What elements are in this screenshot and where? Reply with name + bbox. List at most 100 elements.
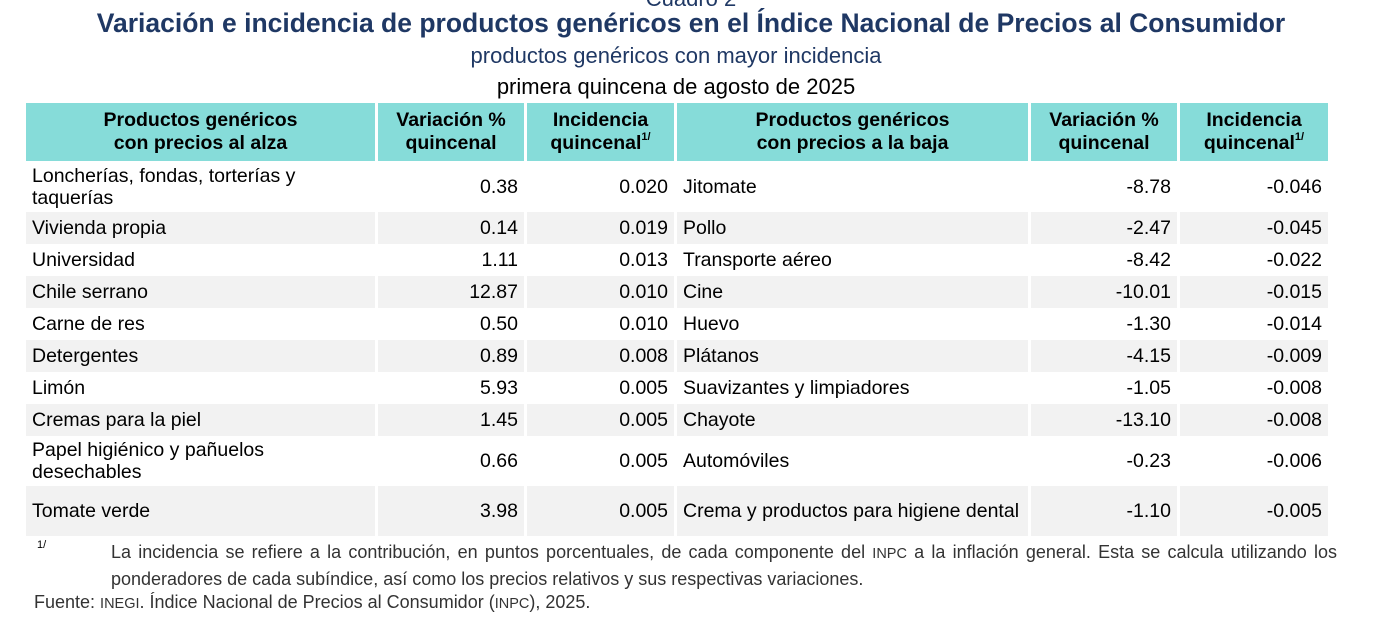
- source-label: Fuente:: [34, 592, 101, 612]
- header-incidence-down: Incidencia quincenal1/: [1180, 103, 1328, 161]
- footnote-text: La incidencia se refiere a la contribuci…: [111, 540, 1337, 592]
- header-products-down-line2: con precios a la baja: [756, 132, 949, 154]
- header-row: Productos genéricos con precios al alza …: [26, 103, 1328, 161]
- footnote-abbreviation: INPC: [872, 546, 907, 562]
- product-down-variation: -1.30: [1031, 308, 1180, 340]
- product-down-name: Huevo: [677, 308, 1031, 340]
- product-down-variation: -4.15: [1031, 340, 1180, 372]
- product-down-incidence: -0.022: [1180, 244, 1328, 276]
- table-row: Loncherías, fondas, torterías y taquería…: [26, 161, 1328, 212]
- table-row: Carne de res 0.50 0.010 Huevo -1.30 -0.0…: [26, 308, 1328, 340]
- product-down-incidence: -0.009: [1180, 340, 1328, 372]
- table-row: Universidad 1.11 0.013 Transporte aéreo …: [26, 244, 1328, 276]
- header-incidence-down-line1: Incidencia: [1206, 109, 1302, 131]
- source-organization: INEGI: [100, 596, 140, 612]
- header-products-down-line1: Productos genéricos: [755, 109, 950, 131]
- product-up-name: Detergentes: [26, 340, 378, 372]
- source-text-part1: . Índice Nacional de Precios al Consumid…: [139, 592, 495, 612]
- product-up-name: Papel higiénico y pañuelos desechables: [26, 436, 378, 486]
- product-down-incidence: -0.005: [1180, 486, 1328, 536]
- product-down-incidence: -0.045: [1180, 212, 1328, 244]
- table-row: Detergentes 0.89 0.008 Plátanos -4.15 -0…: [26, 340, 1328, 372]
- product-up-incidence: 0.005: [527, 486, 677, 536]
- product-down-incidence: -0.015: [1180, 276, 1328, 308]
- product-up-name: Chile serrano: [26, 276, 378, 308]
- product-up-variation: 3.98: [378, 486, 527, 536]
- product-up-name: Universidad: [26, 244, 378, 276]
- product-up-incidence: 0.019: [527, 212, 677, 244]
- product-down-name: Pollo: [677, 212, 1031, 244]
- header-products-up: Productos genéricos con precios al alza: [26, 103, 378, 161]
- product-down-name: Suavizantes y limpiadores: [677, 372, 1031, 404]
- table-row: Cremas para la piel 1.45 0.005 Chayote -…: [26, 404, 1328, 436]
- header-products-up-line2: con precios al alza: [113, 132, 288, 154]
- product-down-incidence: -0.046: [1180, 161, 1328, 212]
- product-down-variation: -10.01: [1031, 276, 1180, 308]
- table-caption: Cuadro 2: [0, 0, 1382, 10]
- source-abbreviation: INPC: [494, 596, 530, 612]
- product-down-name: Plátanos: [677, 340, 1031, 372]
- header-incidence-up: Incidencia quincenal1/: [527, 103, 677, 161]
- table-row: Chile serrano 12.87 0.010 Cine -10.01 -0…: [26, 276, 1328, 308]
- product-up-incidence: 0.008: [527, 340, 677, 372]
- product-down-variation: -2.47: [1031, 212, 1180, 244]
- footnote-text-part2: a la inflación general. Esta se calcula …: [111, 542, 1337, 589]
- table-title: Variación e incidencia de productos gené…: [96, 8, 1286, 38]
- product-up-variation: 0.66: [378, 436, 527, 486]
- product-down-name: Cine: [677, 276, 1031, 308]
- product-up-variation: 0.38: [378, 161, 527, 212]
- source-text-part2: ), 2025.: [529, 592, 591, 612]
- header-variation-down: Variación % quincenal: [1031, 103, 1180, 161]
- product-down-name: Chayote: [677, 404, 1031, 436]
- product-down-incidence: -0.008: [1180, 404, 1328, 436]
- source-note: Fuente: INEGI. Índice Nacional de Precio…: [34, 590, 590, 617]
- product-up-variation: 1.11: [378, 244, 527, 276]
- product-up-incidence: 0.005: [527, 404, 677, 436]
- product-down-incidence: -0.006: [1180, 436, 1328, 486]
- product-up-incidence: 0.005: [527, 372, 677, 404]
- header-variation-up-line2: quincenal: [405, 132, 497, 154]
- product-down-variation: -1.05: [1031, 372, 1180, 404]
- product-down-variation: -8.42: [1031, 244, 1180, 276]
- table-period: primera quincena de agosto de 2025: [496, 74, 856, 99]
- product-up-incidence: 0.010: [527, 308, 677, 340]
- product-up-name: Vivienda propia: [26, 212, 378, 244]
- product-up-incidence: 0.013: [527, 244, 677, 276]
- header-incidence-up-line1: Incidencia: [552, 109, 649, 131]
- header-variation-down-line2: quincenal: [1058, 132, 1150, 154]
- product-down-variation: -13.10: [1031, 404, 1180, 436]
- header-variation-up: Variación % quincenal: [378, 103, 527, 161]
- product-down-name: Jitomate: [677, 161, 1031, 212]
- header-incidence-up-line2: quincenal: [550, 132, 642, 154]
- product-up-name: Carne de res: [26, 308, 378, 340]
- product-up-incidence: 0.005: [527, 436, 677, 486]
- header-products-up-line1: Productos genéricos: [103, 109, 298, 131]
- product-down-incidence: -0.014: [1180, 308, 1328, 340]
- table-row: Vivienda propia 0.14 0.019 Pollo -2.47 -…: [26, 212, 1328, 244]
- product-down-variation: -0.23: [1031, 436, 1180, 486]
- product-up-name: Tomate verde: [26, 486, 378, 536]
- product-down-variation: -1.10: [1031, 486, 1180, 536]
- product-up-name: Limón: [26, 372, 378, 404]
- product-up-name: Loncherías, fondas, torterías y taquería…: [26, 161, 378, 212]
- product-up-variation: 0.50: [378, 308, 527, 340]
- product-down-name: Transporte aéreo: [677, 244, 1031, 276]
- header-incidence-down-line2: quincenal: [1203, 132, 1295, 154]
- footnote-mark: 1/: [37, 539, 47, 551]
- product-up-name: Cremas para la piel: [26, 404, 378, 436]
- header-variation-down-line1: Variación %: [1049, 109, 1159, 131]
- header-variation-up-line1: Variación %: [396, 109, 506, 131]
- footnote-marker: 1/: [1294, 131, 1305, 143]
- product-down-name: Crema y productos para higiene dental: [677, 486, 1031, 536]
- product-down-name: Automóviles: [677, 436, 1031, 486]
- product-up-variation: 0.14: [378, 212, 527, 244]
- product-up-incidence: 0.020: [527, 161, 677, 212]
- table-row: Tomate verde 3.98 0.005 Crema y producto…: [26, 486, 1328, 536]
- product-up-incidence: 0.010: [527, 276, 677, 308]
- footnote-marker: 1/: [641, 131, 651, 143]
- table-subtitle: productos genéricos con mayor incidencia: [470, 43, 882, 68]
- footnote-text-part1: La incidencia se refiere a la contribuci…: [111, 542, 873, 562]
- product-up-variation: 5.93: [378, 372, 527, 404]
- header-products-down: Productos genéricos con precios a la baj…: [677, 103, 1031, 161]
- product-up-variation: 0.89: [378, 340, 527, 372]
